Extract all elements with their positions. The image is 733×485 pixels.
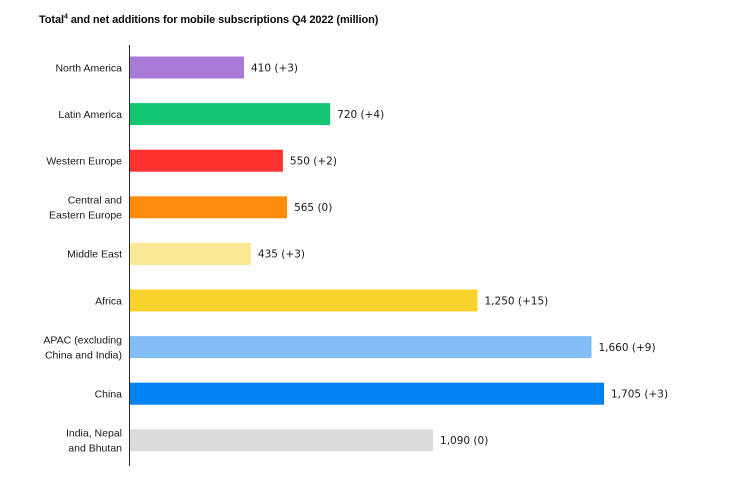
title-rest: and net additions for mobile subscriptio… <box>67 14 379 26</box>
category-label-line: Africa <box>95 295 122 307</box>
category-label-line: and Bhutan <box>68 443 122 455</box>
value-label: 565 (0) <box>294 202 332 214</box>
category-label-line: India, Nepal <box>66 428 122 440</box>
title-footnote: 4 <box>63 13 68 21</box>
category-label-line: North America <box>55 62 122 74</box>
value-label: 1,250 (+15) <box>485 295 549 307</box>
bar-8 <box>130 429 434 452</box>
chart-title: Total4 and net additions for mobile subs… <box>39 13 379 26</box>
value-labels-group: 410 (+3) 720 (+4) 550 (+2) 565 (0) 435 (+3) 1… <box>251 62 668 447</box>
bar-6 <box>130 336 592 359</box>
category-label-line: China <box>95 389 123 401</box>
bar-7 <box>130 382 604 405</box>
value-label: 410 (+3) <box>251 62 298 74</box>
category-label-line: Central and <box>68 195 122 207</box>
bar-4 <box>130 242 251 265</box>
category-label-line: Eastern Europe <box>49 210 122 222</box>
category-label: China <box>95 389 123 401</box>
category-label: Africa <box>95 295 122 307</box>
category-label: Central and Eastern Europe <box>49 195 122 222</box>
category-labels-group: North America Latin America Western Europe… <box>43 62 122 454</box>
category-label: Latin America <box>58 109 122 121</box>
bar-1 <box>130 103 331 126</box>
category-label: North America <box>55 62 122 74</box>
value-label: 435 (+3) <box>258 249 305 261</box>
category-label-line: China and India) <box>45 349 122 361</box>
value-label: 720 (+4) <box>337 109 384 121</box>
value-label: 1,705 (+3) <box>611 389 668 401</box>
category-label: APAC (excluding China and India) <box>43 334 122 361</box>
category-label: Middle East <box>67 249 122 261</box>
bar-2 <box>130 149 283 172</box>
title-main: Total <box>39 14 64 26</box>
bar-5 <box>130 289 478 312</box>
category-label-line: APAC (excluding <box>43 334 122 346</box>
value-label: 1,660 (+9) <box>598 342 655 354</box>
category-label: Western Europe <box>46 156 122 168</box>
category-label-line: Western Europe <box>46 156 122 168</box>
bar-3 <box>130 196 288 219</box>
category-label-line: Latin America <box>58 109 122 121</box>
value-label: 550 (+2) <box>290 156 337 168</box>
value-label: 1,090 (0) <box>440 435 488 447</box>
category-label: India, Nepal and Bhutan <box>66 428 122 455</box>
bars-group <box>130 56 604 452</box>
category-label-line: Middle East <box>67 249 122 261</box>
bar-0 <box>130 56 244 79</box>
